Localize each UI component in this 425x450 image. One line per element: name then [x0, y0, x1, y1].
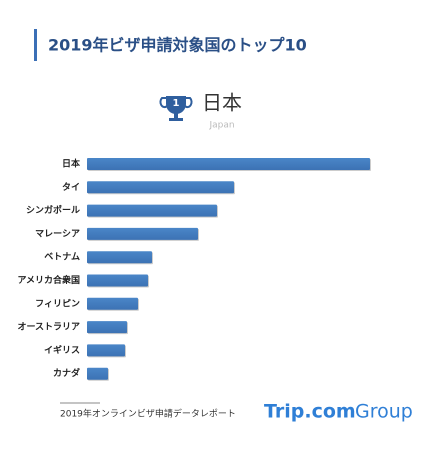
trophy-cup	[166, 96, 186, 114]
y-tick-label: カナダ	[53, 367, 80, 379]
logo-sub: Group	[355, 401, 413, 423]
bar	[87, 321, 127, 334]
bar	[87, 181, 234, 194]
trophy-base	[169, 118, 183, 121]
logo-main: Trip.com	[264, 401, 356, 423]
source: 2019年オンラインビザ申請データレポート	[60, 408, 236, 420]
y-tick-label: イギリス	[44, 344, 80, 356]
bar	[87, 367, 108, 380]
trophy-handles	[159, 97, 193, 109]
bar	[87, 227, 198, 240]
trophy-stem	[174, 113, 178, 118]
bar	[87, 297, 138, 310]
trophy: 1	[159, 96, 193, 121]
bar	[87, 251, 152, 264]
y-tick-label: シンガポール	[26, 204, 80, 216]
y-tick-label: フィリピン	[35, 297, 80, 309]
bar	[87, 158, 370, 170]
title-accent	[34, 29, 37, 61]
y-tick-label: アメリカ合衆国	[17, 274, 80, 286]
y-tick-label: マレーシア	[35, 228, 80, 239]
badge-label: 日本	[202, 91, 242, 115]
y-tick-label: オーストラリア	[17, 322, 80, 333]
chart-title: 2019年ビザ申請対象国のトップ10	[48, 36, 307, 55]
y-tick-label: タイ	[62, 181, 80, 193]
y-tick-label: ベトナム	[44, 252, 80, 263]
badge-rank: 1	[173, 98, 180, 109]
bar	[87, 274, 148, 287]
bar	[87, 344, 125, 357]
badge-sublabel: Japan	[208, 121, 234, 131]
bar	[87, 204, 217, 217]
y-tick-label: 日本	[62, 158, 81, 170]
